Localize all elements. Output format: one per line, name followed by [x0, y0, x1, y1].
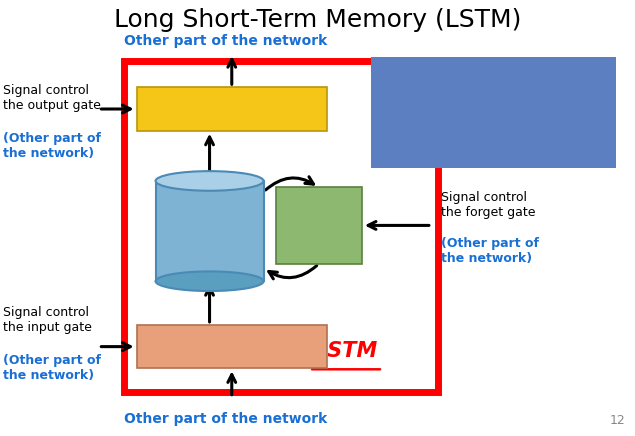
Text: (Other part of
the network): (Other part of the network): [441, 237, 539, 265]
Text: Long Short-Term Memory (LSTM): Long Short-Term Memory (LSTM): [114, 7, 521, 32]
Text: Other part of the network: Other part of the network: [124, 34, 327, 48]
Text: (Other part of
the network): (Other part of the network): [3, 132, 101, 160]
Ellipse shape: [156, 271, 264, 291]
Text: Input Gate: Input Gate: [191, 339, 272, 354]
Text: Output Gate: Output Gate: [184, 102, 279, 116]
Text: Signal control
the input gate: Signal control the input gate: [3, 307, 92, 334]
Text: Memory
Cell: Memory Cell: [178, 211, 241, 243]
Text: (Other part of
the network): (Other part of the network): [3, 354, 101, 382]
Text: Special Neuron:
4 inputs,
1 output: Special Neuron: 4 inputs, 1 output: [413, 80, 574, 145]
Ellipse shape: [156, 171, 264, 191]
Bar: [156, 181, 264, 281]
Text: Forget
Gate: Forget Gate: [295, 209, 344, 242]
FancyBboxPatch shape: [137, 325, 327, 368]
FancyBboxPatch shape: [371, 57, 616, 168]
Text: Signal control
the output gate: Signal control the output gate: [3, 84, 101, 112]
Text: LSTM: LSTM: [314, 341, 378, 361]
Text: 12: 12: [610, 414, 625, 427]
FancyBboxPatch shape: [137, 87, 327, 131]
Text: Other part of the network: Other part of the network: [124, 412, 327, 426]
FancyBboxPatch shape: [276, 187, 362, 264]
Text: Signal control
the forget gate: Signal control the forget gate: [441, 191, 536, 219]
